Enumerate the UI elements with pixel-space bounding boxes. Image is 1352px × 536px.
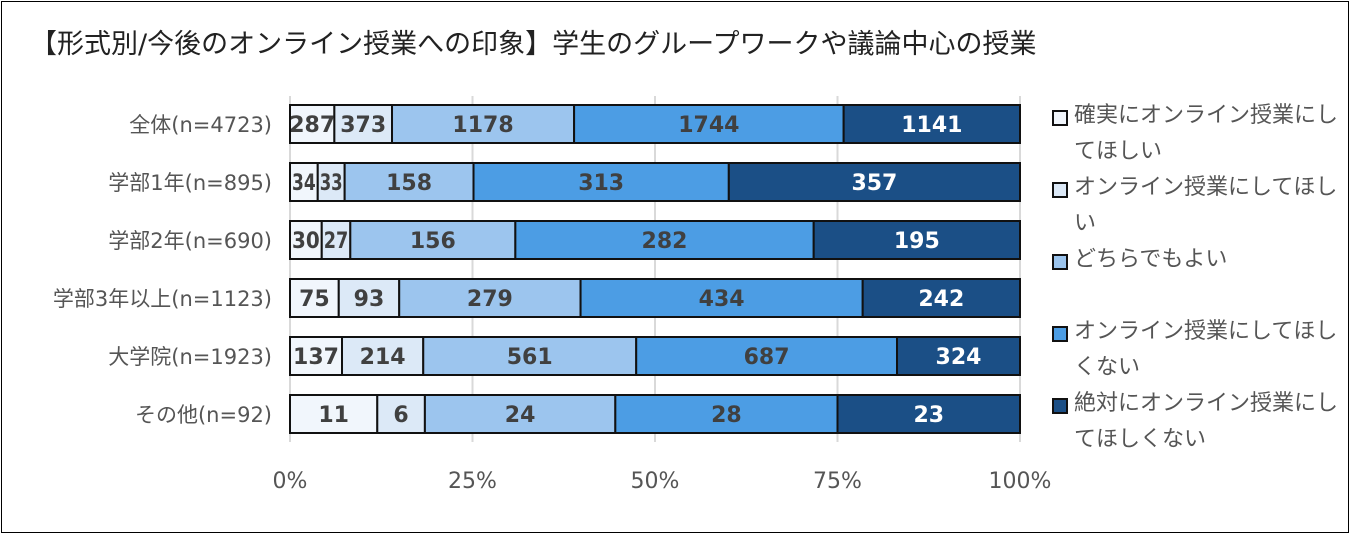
data-label: 24 [505,403,536,428]
legend-item: オンライン授業にしてほしい [1052,170,1342,242]
category-label: 学部1年(n=895) [108,171,272,195]
x-tick-label: 100% [989,469,1052,494]
legend-swatch [1052,110,1068,126]
data-label: 30 [292,229,320,254]
bar-segment [861,278,1021,318]
data-label: 687 [744,345,790,370]
legend-label: オンライン授業にしてほしい [1074,175,1338,236]
bar-segment [635,336,899,376]
bar-segment [391,104,576,144]
data-label: 93 [354,287,385,312]
legend-swatch [1052,398,1068,414]
bar-segment [573,104,845,144]
bar-segment [398,278,582,318]
x-tick-label: 0% [273,469,308,494]
bar-segment [289,162,319,202]
data-label: 1178 [452,113,513,138]
data-label: 195 [894,229,940,254]
data-label: 561 [507,345,553,370]
category-label: 全体(n=4723) [129,113,272,137]
bar-segment [333,104,394,144]
legend: 確実にオンライン授業にしてほしい オンライン授業にしてほしいどちらでもよいオンライ… [1052,98,1342,458]
data-label: 75 [299,287,330,312]
data-label: 34 [292,171,316,196]
bar-segment [289,394,379,434]
data-label: 242 [918,287,964,312]
legend-swatch [1052,254,1068,270]
legend-item: 確実にオンライン授業にしてほしい [1052,98,1342,170]
x-tick-label: 50% [631,469,680,494]
data-label: 282 [642,229,688,254]
category-label: 大学院(n=1923) [108,345,272,369]
data-label: 313 [578,171,624,196]
data-label: 33 [320,171,343,196]
bar-segment [423,394,617,434]
bar-segment [289,336,344,376]
legend-item: どちらでもよい [1052,242,1342,278]
bar-segment [343,162,475,202]
data-label: 214 [360,345,406,370]
bar-segment [842,104,1021,144]
data-label: 156 [410,229,456,254]
bar-segment [836,394,1021,434]
data-label: 27 [324,229,349,254]
bar-segment [349,220,517,260]
bar-segment [896,336,1022,376]
bar-segment [376,394,426,434]
bar-segment [422,336,638,376]
data-label: 158 [386,171,432,196]
legend-swatch [1052,326,1068,342]
bar-segment [316,162,346,202]
bar-segment [614,394,839,434]
chart-title: 【形式別/今後のオンライン授業への印象】学生のグループワークや議論中心の授業 [30,29,1037,60]
data-label: 373 [340,113,386,138]
data-label: 279 [467,287,513,312]
data-label: 28 [711,403,742,428]
data-label: 23 [913,403,944,428]
data-label: 434 [699,287,745,312]
data-label: 11 [318,403,349,428]
bar-segment [727,162,1021,202]
category-label: 学部2年(n=690) [108,229,272,253]
x-tick-label: 75% [813,469,862,494]
legend-label: どちらでもよい [1074,247,1228,272]
legend-label: 確実にオンライン授業にしてほしい [1074,103,1339,164]
bar-segment [320,220,352,260]
legend-label: オンライン授業にしてほしくない [1074,319,1338,380]
data-label: 1744 [678,113,739,138]
legend-label: 絶対にオンライン授業にしてほしくない [1074,391,1339,452]
bar-segment [289,220,323,260]
category-label: 学部3年以上(n=1123) [53,287,272,311]
legend-item: 絶対にオンライン授業にしてほしくない [1052,386,1342,458]
data-label: 137 [293,345,339,370]
data-label: 287 [289,113,335,138]
data-label: 6 [393,403,408,428]
legend-swatch [1052,182,1068,198]
bar-segment [341,336,425,376]
data-label: 357 [851,171,897,196]
data-label: 324 [936,345,982,370]
x-tick-label: 25% [448,469,497,494]
data-label: 1141 [901,113,962,138]
legend-item: オンライン授業にしてほしくない [1052,314,1342,386]
bar-segment [289,104,336,144]
category-label: その他(n=92) [135,403,272,427]
bar-segment [812,220,1022,260]
